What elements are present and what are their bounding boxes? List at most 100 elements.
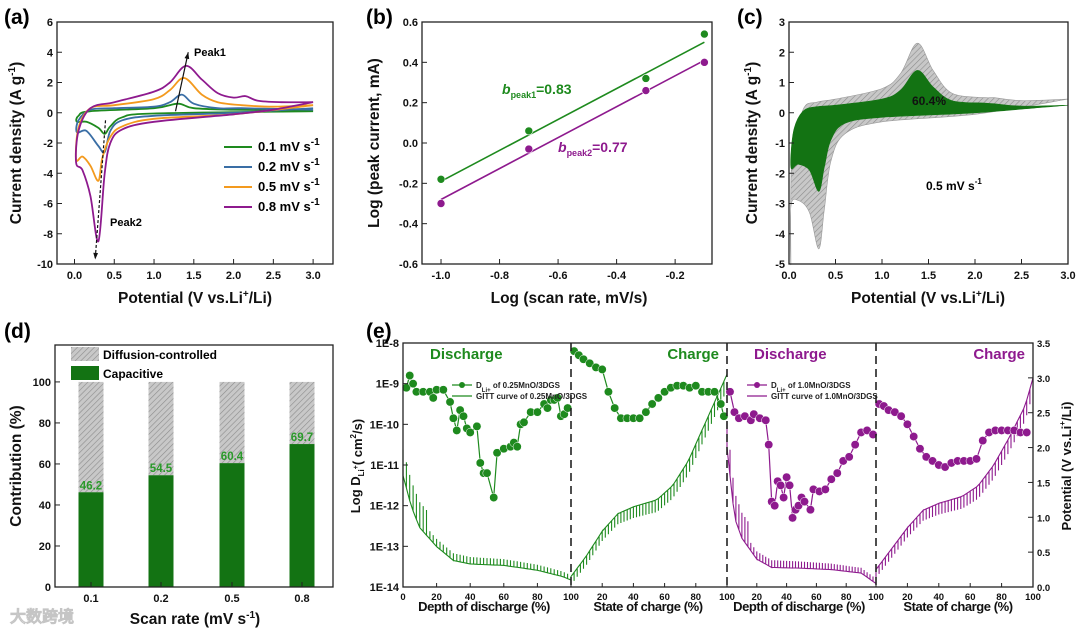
diffusion-point	[472, 421, 482, 431]
diffusion-point	[902, 419, 912, 429]
text-part: ( cm	[350, 438, 365, 465]
text-part: -1	[743, 66, 754, 75]
segment-x-title: State of charge (%)	[593, 599, 702, 614]
y2-tick-label: 1.5	[1037, 478, 1051, 489]
percent-label: 60.4%	[912, 94, 946, 108]
y-tick-label: 0.6	[403, 17, 418, 29]
x-tick-label: 80	[532, 592, 543, 603]
text-part: /Li)	[249, 290, 272, 307]
bar-value-label: 46.2	[80, 480, 102, 492]
diffusion-point	[868, 430, 878, 439]
diffusion-point	[788, 513, 798, 523]
x-tick-label: 1.5	[921, 270, 936, 282]
segment-title: Discharge	[430, 346, 503, 363]
y-tick-label: -8	[43, 229, 53, 241]
diffusion-point	[660, 387, 670, 397]
diffusion-point	[543, 403, 552, 413]
y-tick-label: 0	[779, 108, 785, 120]
y-tick-label: 1E-9	[376, 379, 399, 391]
diffusion-point	[850, 440, 860, 450]
bar-capacitive	[289, 444, 315, 587]
text-part: peak1	[511, 90, 537, 100]
text-part: Li+	[777, 388, 786, 394]
diffusion-point	[770, 501, 780, 511]
x-tick-label: 2.5	[1014, 270, 1029, 282]
y-tick-label: 0.4	[403, 57, 419, 69]
x-tick-label: 20	[431, 592, 442, 603]
text-part: -1	[246, 610, 255, 621]
diffusion-point	[782, 472, 792, 482]
legend-label: DLi+ of 1.0MnO/3DGS	[771, 381, 851, 394]
panel-label: (b)	[366, 6, 393, 29]
diffusion-point	[448, 413, 458, 423]
x-tick-label: 60	[659, 592, 670, 603]
data-point-peak2	[524, 144, 534, 154]
diffusion-point	[921, 452, 931, 462]
diffusion-point	[519, 417, 529, 427]
text-part: 0.5 mV s	[258, 179, 311, 194]
segment-title: Discharge	[754, 346, 827, 363]
diffusion-point	[512, 442, 522, 452]
y-tick-label: 6	[47, 17, 53, 29]
x-tick-label: 3.0	[1060, 270, 1075, 282]
x-tick-label: 20	[902, 592, 913, 603]
y-tick-label: -4	[775, 229, 786, 241]
y-tick-label: -10	[37, 259, 53, 271]
diffusion-point	[653, 393, 663, 403]
y-tick-label: -4	[43, 168, 54, 180]
y-axis-title: Log (peak current, mA)	[366, 58, 383, 228]
y-tick-label: 0.2	[403, 98, 418, 110]
x-tick-label: 80	[841, 592, 852, 603]
diffusion-point	[779, 493, 789, 502]
x-tick-label: 0.5	[107, 270, 122, 282]
diffusion-point	[725, 387, 735, 397]
diffusion-point	[452, 425, 462, 435]
segment-x-title: Depth of discharge (%)	[733, 599, 865, 614]
plot-frame	[421, 21, 713, 265]
peak2-label: Peak2	[110, 217, 142, 229]
segment-1: 20 40 60 80 100 State of charge (%) Charge	[569, 343, 735, 614]
text-part: 2	[349, 433, 358, 438]
y-tick-label: 2	[779, 47, 785, 59]
y-axis-title: Current density (A g-1)	[743, 62, 761, 225]
y-tick-label: 4	[47, 47, 54, 59]
diffusion-point	[641, 407, 651, 417]
y-tick-label: 3	[779, 17, 785, 29]
legend-swatch-diffusion	[71, 347, 99, 361]
diffusion-point	[691, 381, 701, 391]
text-part: /s)	[350, 419, 365, 434]
bar-capacitive	[78, 492, 104, 587]
panel-label: (d)	[4, 320, 31, 343]
diffusion-point	[716, 399, 726, 409]
panel-label: (a)	[4, 6, 30, 29]
y2-tick-label: 2.5	[1037, 409, 1051, 420]
diffusion-point	[710, 387, 719, 397]
y-tick-label: -0.6	[399, 259, 418, 271]
diffusion-point	[800, 497, 809, 507]
diffusion-point	[719, 411, 729, 421]
text-part: Current density (A g	[8, 76, 25, 224]
y-tick-label: 100	[33, 377, 51, 389]
diffusion-point	[896, 411, 906, 421]
x-tick-label: 1.0	[146, 270, 161, 282]
peak2-arrow	[94, 120, 107, 260]
x-tick-label: 40	[628, 592, 639, 603]
bar-value-label: 54.5	[150, 463, 173, 475]
diffusion-point	[610, 403, 620, 413]
text-part: D	[771, 381, 777, 390]
arrow-head-icon	[184, 52, 190, 60]
gitt-curve	[402, 449, 572, 581]
fit-line-peak1	[440, 41, 705, 183]
panel-a: -10 -8 -6 -4 -2 0 2 4 6 0.0 0.5 1.0 1.5 2.0 2.5 3.0 Peak…	[4, 6, 334, 307]
text-part: of 0.25MnO/3DGS	[491, 381, 561, 390]
gitt-curve	[726, 421, 877, 584]
diffusion-point	[585, 358, 595, 368]
x-axis-title: Scan rate (mV s-1)	[130, 610, 260, 628]
diffusion-point	[647, 399, 657, 409]
diffusion-point	[532, 407, 542, 417]
legend-item: 0.2 mV s-1	[258, 157, 320, 174]
diffusion-point	[826, 474, 836, 484]
